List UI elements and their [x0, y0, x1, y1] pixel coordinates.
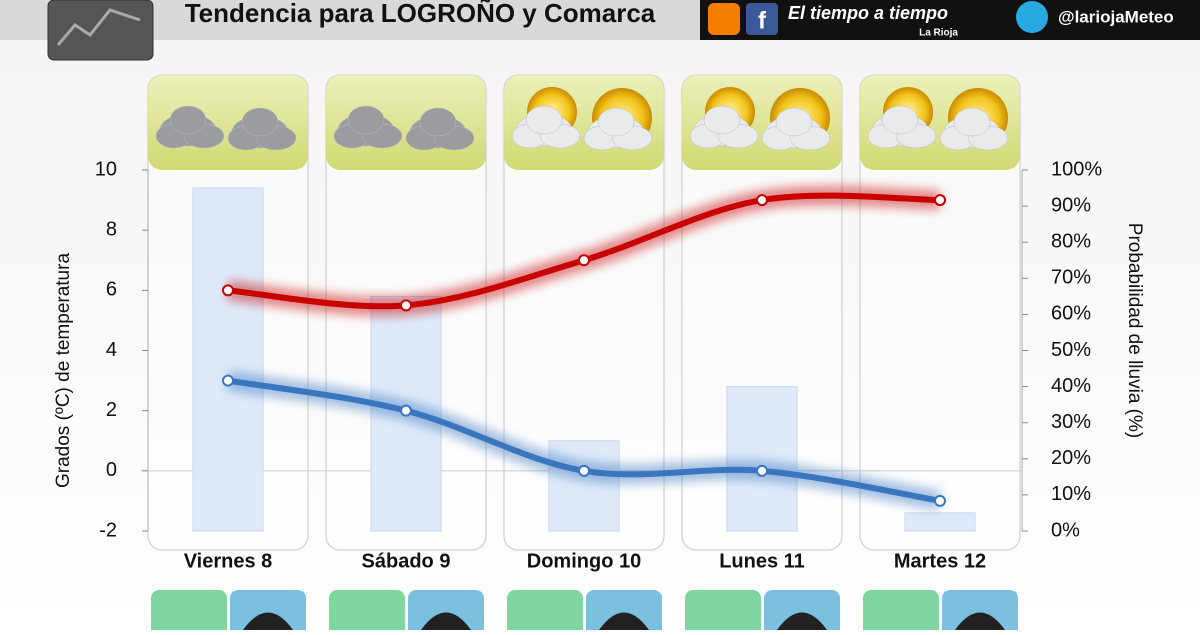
cloud-icon — [775, 107, 813, 137]
line-point — [934, 194, 946, 207]
line-point — [756, 194, 768, 207]
cloud-icon — [953, 107, 991, 137]
cloud-icon — [525, 105, 563, 135]
y-tick-label: 0 — [106, 459, 117, 481]
wind-icon — [151, 590, 227, 635]
cloud-icon — [241, 107, 279, 137]
y2-tick-label: 90% — [1051, 194, 1091, 216]
line-point — [756, 464, 768, 477]
umbrella-icon — [777, 612, 827, 630]
line-point — [400, 299, 412, 312]
cloud-icon — [881, 105, 919, 135]
wind-icon — [507, 590, 583, 635]
cloud-icon — [703, 105, 741, 135]
facebook-icon — [746, 3, 778, 35]
logo-chart-icon — [47, 0, 154, 61]
y-axis-title: Grados (ºC) de temperatura — [53, 253, 74, 488]
y2-tick-label: 60% — [1051, 303, 1091, 325]
cloud-icon — [597, 107, 635, 137]
x-tick-label: Domingo 10 — [527, 550, 641, 572]
x-tick-label: Sábado 9 — [362, 550, 451, 572]
line-point — [222, 374, 234, 387]
y-tick-label: 2 — [106, 399, 117, 421]
rain-bar — [548, 440, 620, 532]
rain-bar — [192, 187, 264, 532]
wind-icon — [863, 590, 939, 635]
line-point — [222, 284, 234, 297]
x-tick-label: Lunes 11 — [719, 550, 805, 572]
y2-tick-label: 0% — [1051, 519, 1080, 541]
wind-icon — [329, 590, 405, 635]
cloud-icon — [419, 107, 457, 137]
blogger-icon — [708, 3, 740, 35]
y-tick-label: -2 — [99, 519, 117, 541]
x-tick-label: Martes 12 — [894, 550, 986, 572]
rain-bar — [726, 386, 798, 532]
y2-tick-label: 50% — [1051, 339, 1091, 361]
umbrella-icon — [955, 612, 1005, 630]
cloud-icon — [169, 105, 207, 135]
y-tick-label: 10 — [95, 158, 117, 180]
y-tick-label: 4 — [106, 339, 117, 361]
y2-tick-label: 20% — [1051, 447, 1091, 469]
logo-line — [56, 8, 141, 46]
wind-icon — [685, 590, 761, 635]
rain-bar — [904, 512, 976, 532]
umbrella-icon — [421, 612, 471, 630]
y2-axis-title: Probabilidad de lluvia (%) — [1124, 223, 1145, 438]
twitter-handle: @lariojaMeteo — [1058, 7, 1174, 26]
line-point — [400, 404, 412, 417]
brand-bar — [700, 0, 1200, 40]
brand-sub: La Rioja — [919, 28, 958, 39]
x-tick-label: Viernes 8 — [184, 550, 273, 572]
y2-tick-label: 40% — [1051, 375, 1091, 397]
y2-tick-label: 10% — [1051, 483, 1091, 505]
y2-tick-label: 30% — [1051, 411, 1091, 433]
line-point — [578, 464, 590, 477]
page-title: Tendencia para LOGROÑO y Comarca — [185, 0, 656, 28]
y-tick-label: 8 — [106, 218, 117, 240]
twitter-icon — [1016, 1, 1048, 33]
y2-tick-label: 80% — [1051, 230, 1091, 252]
y2-tick-label: 70% — [1051, 267, 1091, 289]
y2-tick-label: 100% — [1051, 158, 1102, 180]
cloud-icon — [347, 105, 385, 135]
umbrella-icon — [243, 612, 293, 630]
facebook-f: f — [758, 7, 767, 34]
line-point — [578, 254, 590, 267]
umbrella-icon — [599, 612, 649, 630]
y-tick-label: 6 — [106, 279, 117, 301]
line-point — [934, 494, 946, 507]
brand-name: El tiempo a tiempo — [788, 3, 948, 23]
